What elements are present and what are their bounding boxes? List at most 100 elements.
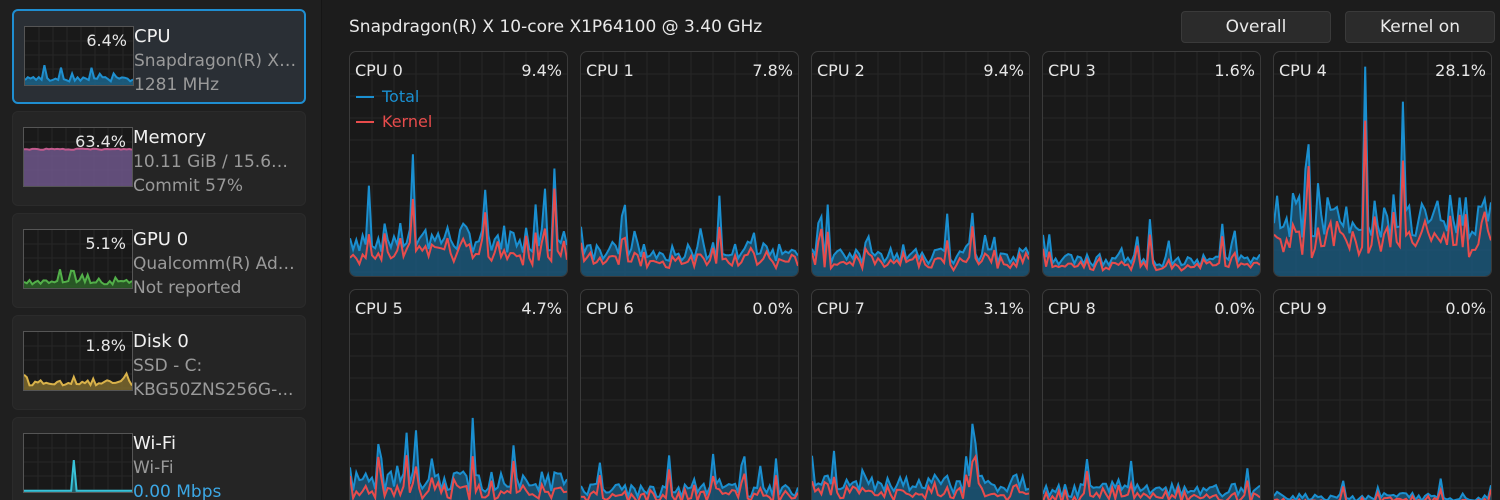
sidebar-item-subtitle: Snapdragon(R) X ... xyxy=(134,51,299,71)
graph-line xyxy=(812,453,1029,500)
cpu-thumbnail-graph: 6.4% xyxy=(24,26,134,86)
graph-line xyxy=(581,195,798,263)
cpu-percent: 0.0% xyxy=(1445,299,1486,318)
cpu-percent: 4.7% xyxy=(521,299,562,318)
graph-line xyxy=(581,226,798,271)
cpu-label: CPU 9 xyxy=(1279,299,1327,318)
wifi-thumbnail-graph xyxy=(23,433,133,493)
sidebar-item-title: GPU 0 xyxy=(133,229,189,250)
graph-line xyxy=(24,371,132,388)
cpu-detail-pane: Snapdragon(R) X 10-core X1P64100 @ 3.40 … xyxy=(323,0,1500,500)
disk-thumbnail-graph: 1.8% xyxy=(23,331,133,391)
cpu-3-graph: CPU 3 1.6% xyxy=(1042,51,1261,277)
cpu-activity-chart xyxy=(1274,290,1491,500)
legend-kernel: Kernel xyxy=(356,109,432,134)
memory-usage-value: 63.4% xyxy=(75,132,126,151)
graph-area xyxy=(581,454,798,500)
cpu-activity-chart xyxy=(1043,290,1260,500)
sidebar-item-subtitle: SSD - C: xyxy=(133,356,203,376)
cpu-activity-chart xyxy=(350,290,567,500)
cpu-activity-chart xyxy=(581,290,798,500)
cpu-label: CPU 7 xyxy=(817,299,865,318)
cpu-percent: 3.1% xyxy=(983,299,1024,318)
overall-button[interactable]: Overall xyxy=(1181,11,1331,43)
thumbnail-chart xyxy=(24,434,132,492)
sidebar-item-detail: Not reported xyxy=(133,278,242,298)
cpu-0-graph: CPU 0 9.4% Total Kernel xyxy=(349,51,568,277)
legend-total-label: Total xyxy=(382,87,420,106)
sidebar-item-subtitle: Qualcomm(R) Adreno(TM) xyxy=(133,254,298,274)
sidebar-item-memory[interactable]: 63.4% Memory 10.11 GiB / 15.61 GiB Commi… xyxy=(12,111,306,206)
sidebar-item-detail: Commit 57% xyxy=(133,176,243,196)
kernel-swatch xyxy=(356,120,374,123)
cpu-7-graph: CPU 7 3.1% xyxy=(811,289,1030,500)
graph-line xyxy=(1274,478,1491,500)
graph-legend: Total Kernel xyxy=(356,84,432,134)
thumbnail-chart xyxy=(24,332,132,390)
cpu-label: CPU 1 xyxy=(586,61,634,80)
cpu-9-graph: CPU 9 0.0% xyxy=(1273,289,1492,500)
sidebar-item-wifi[interactable]: Wi-Fi Wi-Fi 0.00 Mbps xyxy=(12,417,306,500)
graph-line xyxy=(1043,458,1260,500)
sidebar-item-detail: KBG50ZNS256G-... xyxy=(133,380,294,400)
graph-area xyxy=(25,65,133,85)
cpu-percent: 28.1% xyxy=(1435,61,1486,80)
cpu-1-graph: CPU 1 7.8% xyxy=(580,51,799,277)
cpu-activity-chart xyxy=(350,52,567,276)
cpu-label: CPU 2 xyxy=(817,61,865,80)
legend-kernel-label: Kernel xyxy=(382,112,433,131)
cpu-percent: 9.4% xyxy=(983,61,1024,80)
sidebar-item-subtitle: 10.11 GiB / 15.61 GiB xyxy=(133,152,298,172)
gpu-thumbnail-graph: 5.1% xyxy=(23,229,133,289)
graph-line xyxy=(812,423,1029,497)
graph-line xyxy=(1274,120,1491,259)
sidebar-item-title: CPU xyxy=(134,26,171,47)
cpu-activity-chart xyxy=(812,52,1029,276)
cpu-activity-chart xyxy=(581,52,798,276)
cpu-4-graph: CPU 4 28.1% xyxy=(1273,51,1492,277)
graph-area xyxy=(24,148,132,186)
sidebar-item-gpu[interactable]: 5.1% GPU 0 Qualcomm(R) Adreno(TM) Not re… xyxy=(12,213,306,308)
graph-area xyxy=(581,195,798,276)
total-swatch xyxy=(356,95,374,98)
cpu-2-graph: CPU 2 9.4% xyxy=(811,51,1030,277)
gpu-usage-value: 5.1% xyxy=(85,234,126,253)
graph-line xyxy=(350,417,567,494)
graph-line xyxy=(25,64,133,83)
cpu-label: CPU 5 xyxy=(355,299,403,318)
performance-sidebar: 6.4% CPU Snapdragon(R) X ... 1281 MHz 63… xyxy=(0,0,322,500)
cpu-label: CPU 8 xyxy=(1048,299,1096,318)
cpu-6-graph: CPU 6 0.0% xyxy=(580,289,799,500)
sidebar-item-detail: 0.00 Mbps xyxy=(133,482,222,500)
sidebar-item-cpu[interactable]: 6.4% CPU Snapdragon(R) X ... 1281 MHz xyxy=(12,9,306,104)
sidebar-item-disk[interactable]: 1.8% Disk 0 SSD - C: KBG50ZNS256G-... xyxy=(12,315,306,410)
cpu-percent: 0.0% xyxy=(1214,299,1255,318)
graph-line xyxy=(24,269,132,287)
cpu-model-heading: Snapdragon(R) X 10-core X1P64100 @ 3.40 … xyxy=(349,17,763,37)
sidebar-item-title: Disk 0 xyxy=(133,331,189,352)
sidebar-item-title: Memory xyxy=(133,127,207,148)
cpu-usage-value: 6.4% xyxy=(86,31,127,50)
graph-area xyxy=(1274,66,1491,276)
thumbnail-chart xyxy=(25,27,133,85)
graph-area xyxy=(24,269,132,288)
cpu-label: CPU 6 xyxy=(586,299,634,318)
graph-line xyxy=(350,455,567,500)
cpu-activity-chart xyxy=(1274,52,1491,276)
cpu-8-graph: CPU 8 0.0% xyxy=(1042,289,1261,500)
graph-line xyxy=(812,226,1029,273)
cpu-activity-chart xyxy=(812,290,1029,500)
cpu-percent: 9.4% xyxy=(521,61,562,80)
cpu-percent: 0.0% xyxy=(752,299,793,318)
cpu-label: CPU 0 xyxy=(355,61,403,80)
sidebar-item-subtitle: Wi-Fi xyxy=(133,458,174,478)
graph-area xyxy=(1043,459,1260,500)
thumbnail-chart xyxy=(24,128,132,186)
memory-thumbnail-graph: 63.4% xyxy=(23,127,133,187)
kernel-toggle-button[interactable]: Kernel on xyxy=(1345,11,1495,43)
graph-line xyxy=(350,188,567,269)
cpu-5-graph: CPU 5 4.7% xyxy=(349,289,568,500)
legend-total: Total xyxy=(356,84,432,109)
thumbnail-chart xyxy=(24,230,132,288)
graph-line xyxy=(1043,234,1260,273)
